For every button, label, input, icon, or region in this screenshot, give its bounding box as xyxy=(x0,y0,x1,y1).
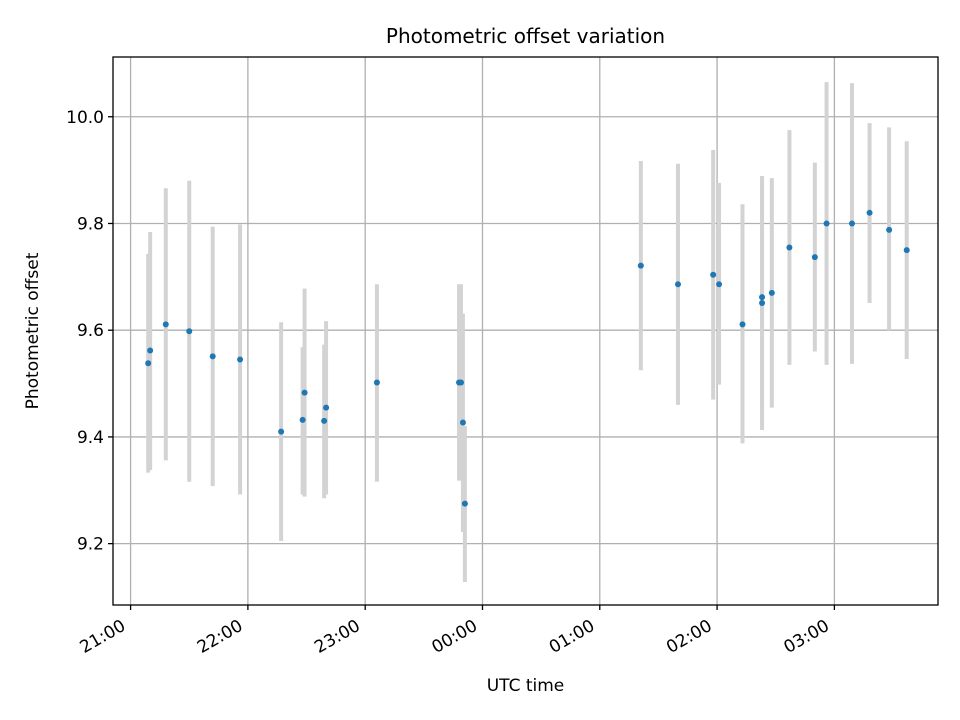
data-point xyxy=(886,226,893,233)
x-tick-label: 23:00 xyxy=(311,616,363,658)
data-point xyxy=(786,244,793,251)
data-point xyxy=(457,379,464,386)
data-point xyxy=(674,281,681,288)
data-point xyxy=(323,404,330,411)
y-tick-label: 9.6 xyxy=(77,321,104,341)
y-tick-label: 10.0 xyxy=(66,108,104,128)
data-point xyxy=(209,353,216,360)
x-tick-label: 03:00 xyxy=(780,616,832,658)
data-point xyxy=(848,220,855,227)
data-point xyxy=(459,419,466,426)
plot-frame xyxy=(112,56,939,606)
data-point xyxy=(373,379,380,386)
data-point xyxy=(811,254,818,261)
data-point xyxy=(823,220,830,227)
data-point xyxy=(301,389,308,396)
x-axis-label: UTC time xyxy=(487,676,565,696)
data-point xyxy=(759,299,766,306)
x-tick-label: 22:00 xyxy=(194,616,246,658)
data-point xyxy=(637,262,644,269)
data-point xyxy=(759,294,766,301)
data-point xyxy=(162,321,169,328)
y-tick-label: 9.8 xyxy=(77,214,104,234)
data-point xyxy=(147,347,154,354)
x-tick-label: 21:00 xyxy=(77,616,129,658)
data-point xyxy=(186,328,193,335)
data-point xyxy=(321,417,328,424)
x-tick-label: 00:00 xyxy=(429,616,481,658)
data-points xyxy=(145,209,910,507)
data-point xyxy=(299,416,306,423)
data-point xyxy=(866,209,873,216)
data-point xyxy=(716,281,723,288)
error-bars xyxy=(146,82,909,583)
y-tick-label: 9.4 xyxy=(77,428,104,448)
data-point xyxy=(903,247,910,254)
chart-title: Photometric offset variation xyxy=(386,24,665,48)
data-point xyxy=(768,289,775,296)
y-axis-label: Photometric offset xyxy=(23,252,43,409)
data-point xyxy=(278,428,285,435)
x-tick-label: 01:00 xyxy=(546,616,598,658)
data-point xyxy=(710,271,717,278)
data-point xyxy=(237,356,244,363)
data-point xyxy=(461,500,468,507)
y-tick-label: 9.2 xyxy=(77,535,104,555)
data-point xyxy=(739,321,746,328)
x-tick-label: 02:00 xyxy=(663,616,715,658)
data-point xyxy=(145,360,152,367)
